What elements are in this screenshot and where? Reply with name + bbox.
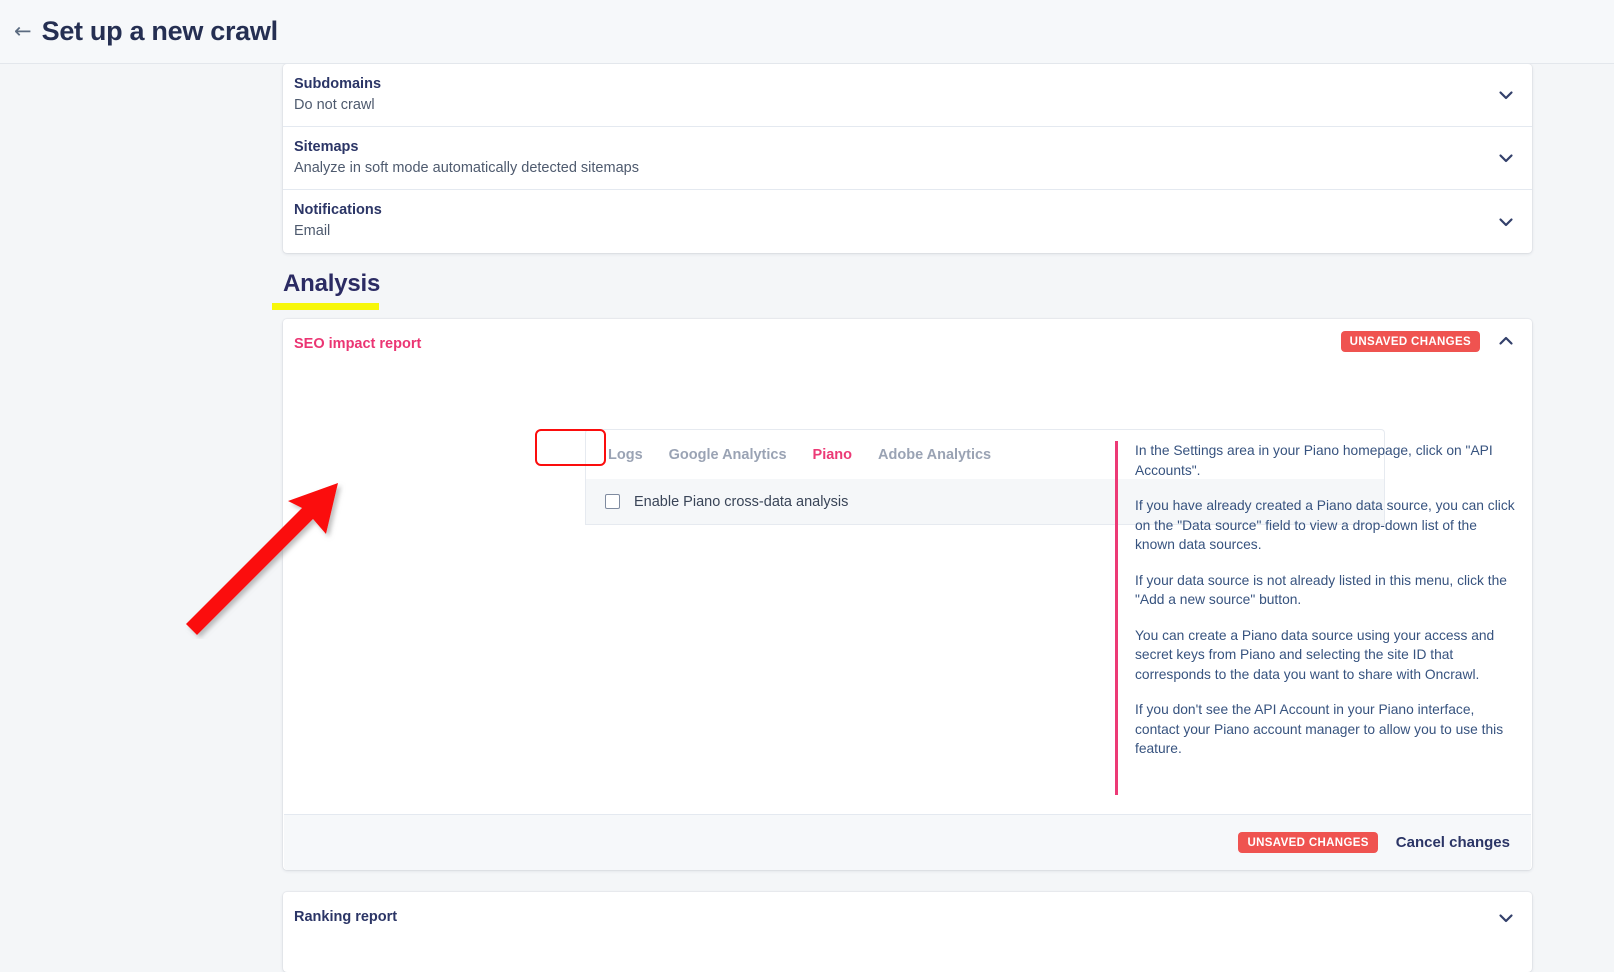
page-title: Set up a new crawl	[41, 16, 278, 46]
help-paragraph: If you have already created a Piano data…	[1135, 498, 1515, 552]
chevron-down-icon[interactable]	[1497, 149, 1515, 167]
tab-piano[interactable]: Piano	[800, 432, 865, 482]
analytics-source-tabs: Logs Google Analytics Piano Adobe Analyt…	[585, 429, 1385, 482]
help-paragraph: You can create a Piano data source using…	[1135, 627, 1495, 682]
status-badge: UNSAVED CHANGES	[1340, 331, 1480, 352]
enable-piano-row[interactable]: Enable Piano cross-data analysis	[585, 479, 1385, 525]
analysis-heading-label: Analysis	[283, 270, 381, 297]
arrow-left-icon[interactable]: ←	[14, 19, 32, 43]
tab-logs[interactable]: Logs	[608, 446, 643, 463]
help-paragraph: If you don't see the API Account in your…	[1135, 702, 1504, 756]
setting-value: Email	[294, 223, 331, 239]
setting-value: Do not crawl	[294, 97, 375, 113]
chevron-down-icon[interactable]	[1497, 86, 1515, 104]
ranking-report-card[interactable]: Ranking report	[283, 892, 1532, 972]
setting-title: Notifications	[294, 202, 382, 218]
seo-impact-report-card: SEO impact report UNSAVED CHANGES Logs G…	[283, 319, 1532, 870]
crawl-settings-card: Subdomains Do not crawl Sitemaps Analyze…	[283, 64, 1532, 253]
help-paragraph: In the Settings area in your Piano homep…	[1135, 443, 1493, 478]
setting-row-sitemaps[interactable]: Sitemaps Analyze in soft mode automatica…	[283, 127, 1532, 190]
enable-piano-label: Enable Piano cross-data analysis	[634, 493, 849, 510]
setting-row-subdomains[interactable]: Subdomains Do not crawl	[283, 64, 1532, 127]
seo-report-title: SEO impact report	[294, 336, 422, 352]
setting-value: Analyze in soft mode automatically detec…	[294, 160, 639, 176]
setting-row-notifications[interactable]: Notifications Email	[283, 190, 1532, 253]
analysis-section-heading: Analysis	[272, 270, 381, 310]
setting-title: Subdomains	[294, 76, 382, 92]
setting-title: Sitemaps	[294, 139, 359, 155]
piano-help-panel: In the Settings area in your Piano homep…	[1115, 441, 1515, 795]
tab-adobe-analytics[interactable]: Adobe Analytics	[878, 446, 992, 463]
chevron-up-icon[interactable]	[1497, 332, 1515, 350]
tab-google-analytics[interactable]: Google Analytics	[668, 446, 787, 463]
chevron-down-icon[interactable]	[1497, 909, 1515, 927]
chevron-down-icon[interactable]	[1497, 213, 1515, 231]
enable-piano-checkbox[interactable]	[605, 494, 620, 509]
seo-report-header: SEO impact report UNSAVED CHANGES	[283, 319, 1532, 365]
help-paragraph: If your data source is not already liste…	[1135, 572, 1507, 608]
page-body: Subdomains Do not crawl Sitemaps Analyze…	[0, 64, 1614, 972]
footer-status-badge: UNSAVED CHANGES	[1238, 832, 1378, 853]
ranking-report-title: Ranking report	[294, 909, 398, 925]
heading-highlight-underline	[272, 303, 379, 310]
cancel-changes-button[interactable]: Cancel changes	[1395, 834, 1510, 851]
app-header: ← Set up a new crawl	[0, 0, 1614, 64]
card-footer: UNSAVED CHANGES Cancel changes	[284, 814, 1531, 870]
